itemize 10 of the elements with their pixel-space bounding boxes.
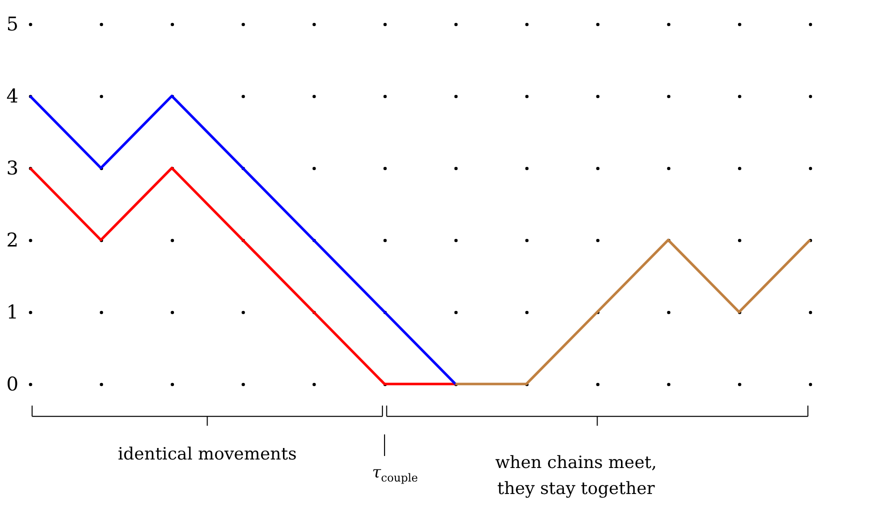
y-tick-label: 0 [6,374,18,396]
line-series [28,166,457,386]
y-tick-label: 3 [6,158,18,180]
y-tick-label: 2 [6,230,18,252]
y-tick-label: 1 [6,302,18,324]
y-tick-label: 5 [6,14,18,36]
text: identical movements [118,444,297,465]
text: when chains meet, they stay together [495,453,657,500]
line-series [28,94,457,386]
y-tick-label: 4 [6,86,18,108]
